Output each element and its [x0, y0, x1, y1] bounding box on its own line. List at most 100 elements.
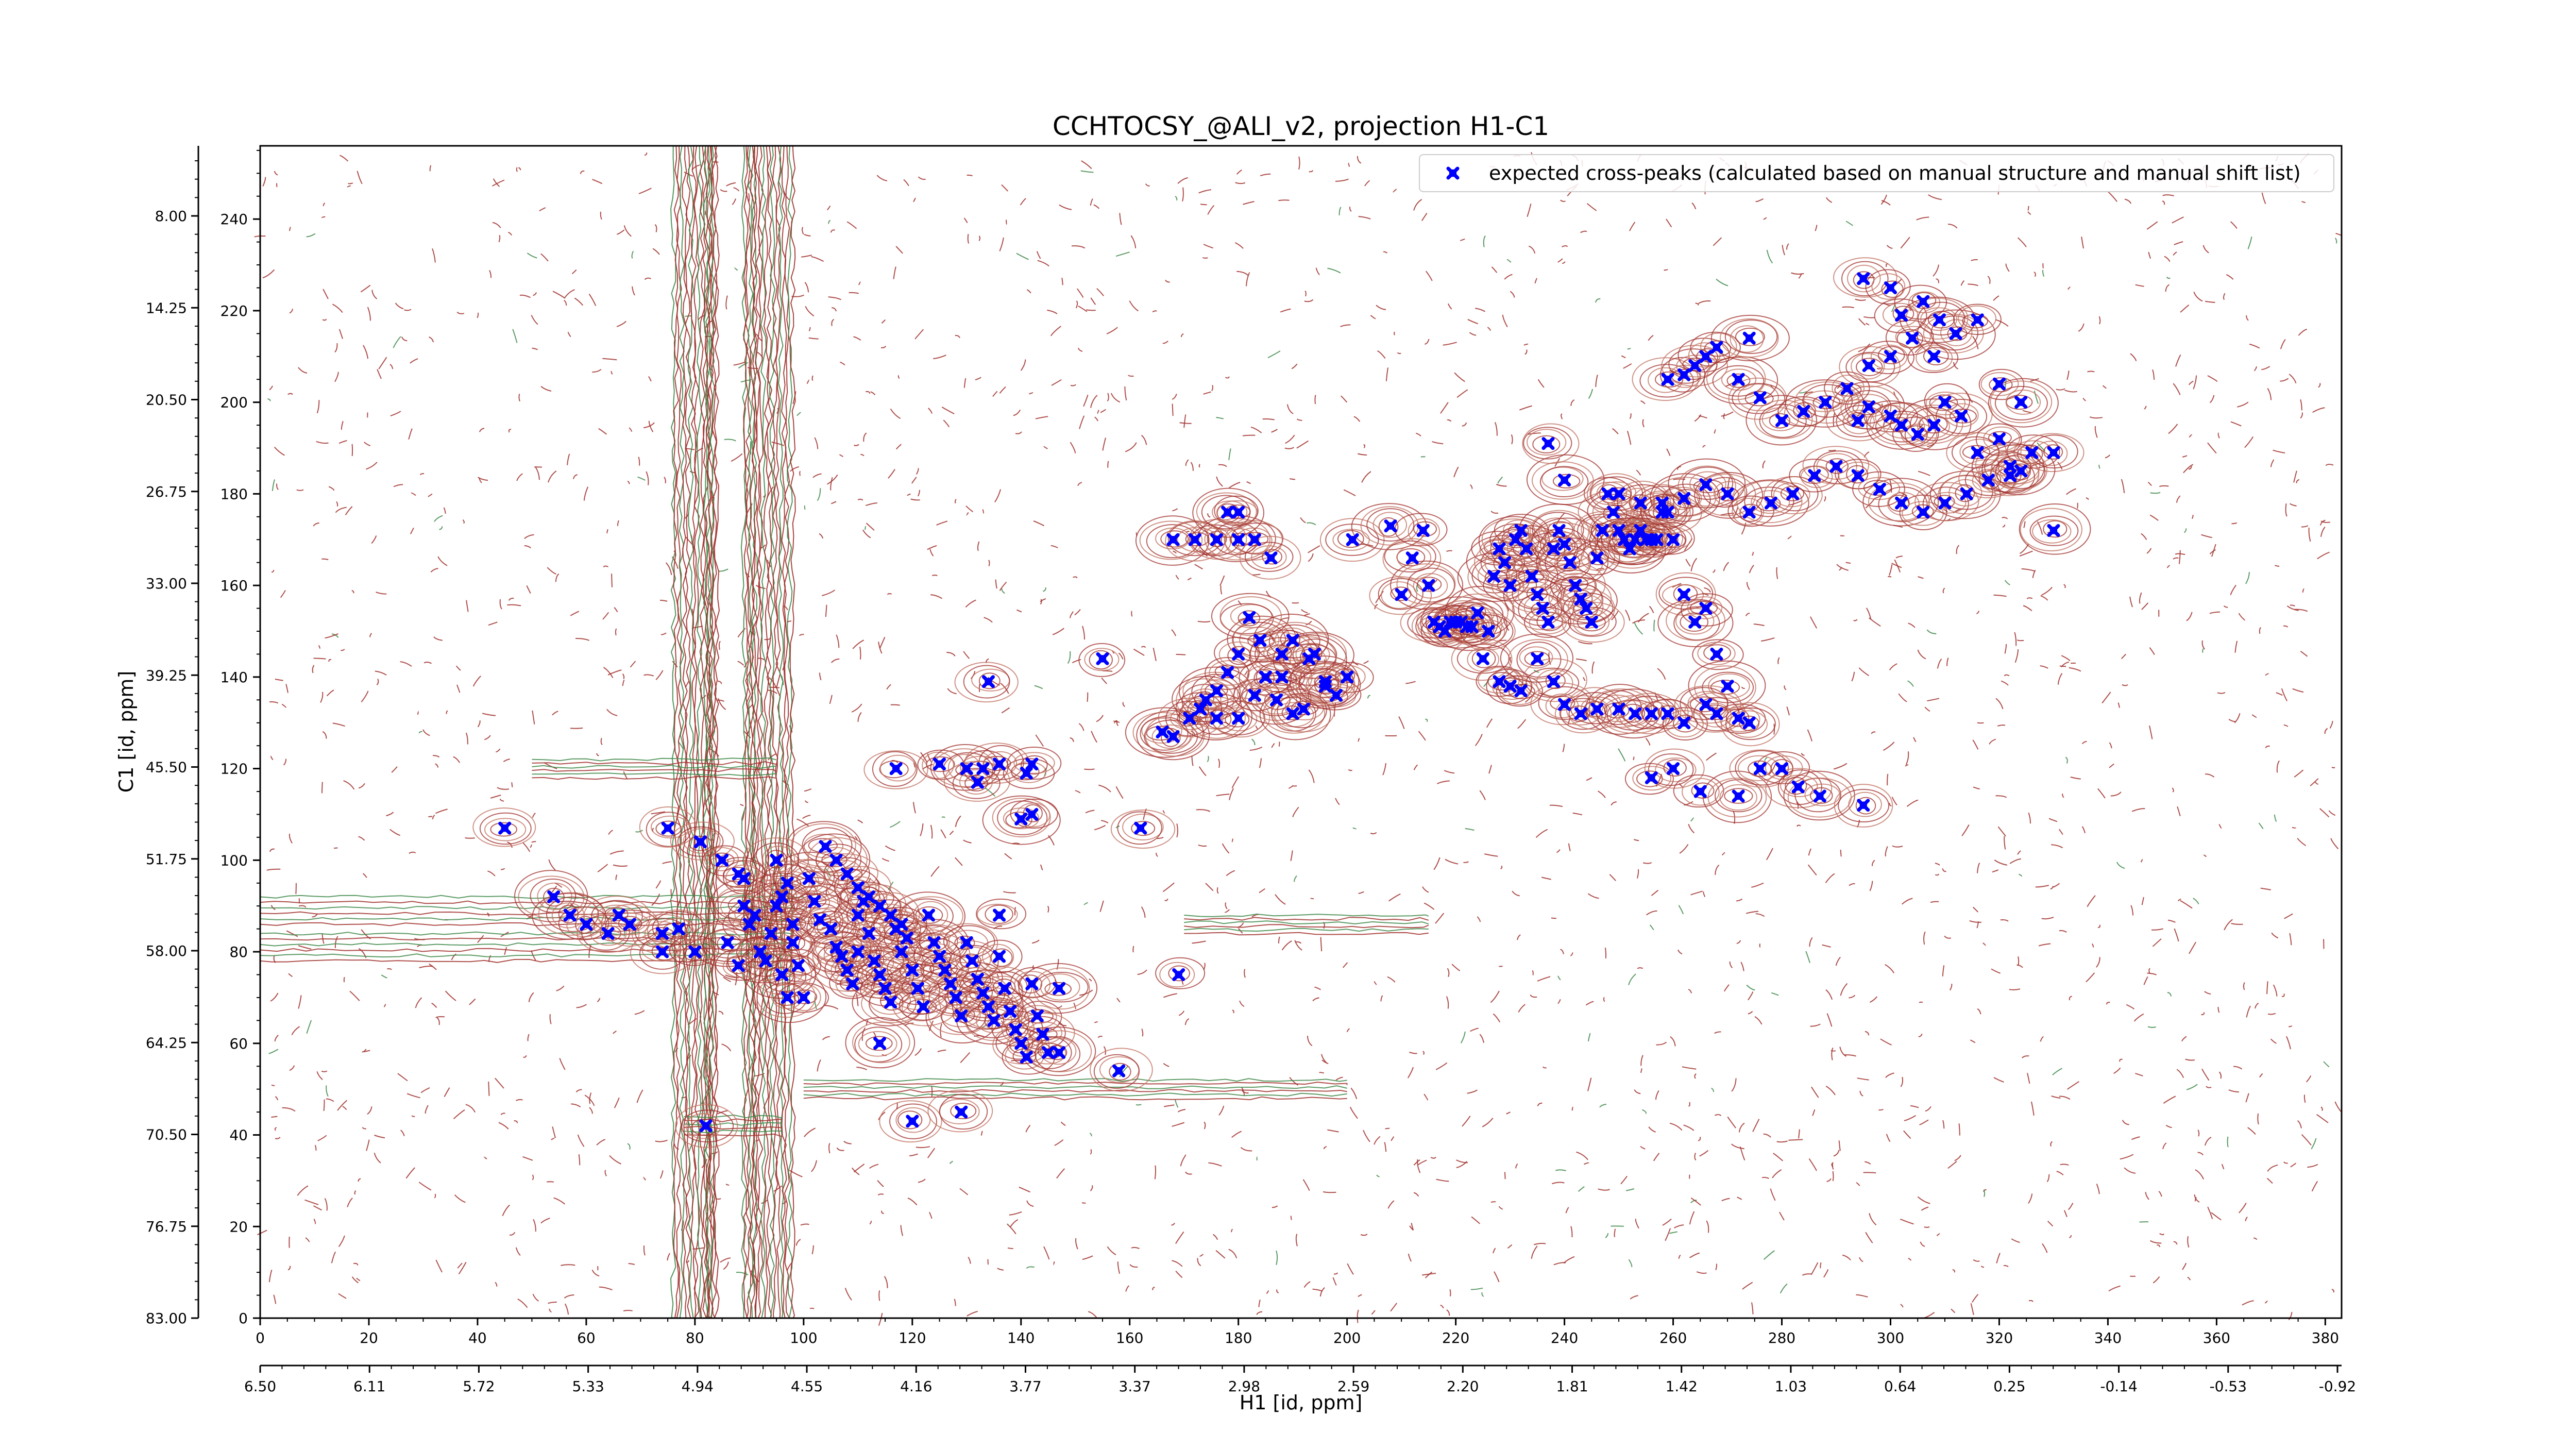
noise-contour — [570, 611, 580, 616]
cross-peak-marker-core — [697, 838, 704, 846]
peak-contour — [743, 950, 817, 999]
noise-contour — [393, 336, 401, 348]
peak-contour — [1770, 759, 1793, 778]
noise-contour — [1887, 773, 1889, 786]
noise-contour — [606, 709, 618, 716]
noise-contour — [1007, 1247, 1014, 1249]
noise-contour — [959, 1188, 969, 1195]
chart-title: CCHTOCSY_@ALI_v2, projection H1-C1 — [1053, 111, 1549, 141]
noise-contour — [443, 507, 446, 514]
noise-contour — [1043, 446, 1048, 449]
noise-contour — [1308, 553, 1314, 562]
peak-contour — [1703, 644, 1732, 662]
noise-contour — [1595, 298, 1601, 303]
noise-contour — [2164, 256, 2171, 262]
peak-contour — [1018, 963, 1098, 1014]
noise-contour — [725, 1183, 730, 1186]
noise-contour — [1951, 1308, 1956, 1313]
noise-contour — [2294, 609, 2308, 612]
cross-peak-marker-core — [1691, 362, 1699, 369]
noise-contour — [1433, 857, 1440, 870]
peak-contour — [1369, 576, 1432, 615]
noise-contour — [1073, 576, 1078, 579]
noise-contour — [2178, 550, 2181, 564]
noise-contour — [2182, 1262, 2187, 1270]
peak-contour — [869, 986, 917, 1021]
noise-contour — [2221, 1164, 2225, 1170]
noise-contour — [1731, 1143, 1744, 1150]
noise-contour — [1116, 998, 1121, 1003]
noise-contour — [1388, 893, 1401, 902]
peak-contour — [1314, 676, 1339, 695]
cross-peak-marker-core — [870, 957, 878, 965]
noise-contour — [492, 222, 501, 228]
noise-contour — [828, 296, 841, 300]
noise-contour — [431, 1003, 437, 1008]
noise-contour — [1543, 1066, 1547, 1069]
noise-contour — [428, 816, 433, 818]
peak-contour — [1561, 576, 1589, 592]
noise-contour — [1533, 669, 1539, 673]
cross-peak-marker-core — [1561, 540, 1568, 548]
peak-contour — [1731, 479, 1809, 527]
peak-contour — [895, 1107, 931, 1133]
peak-contour — [2020, 433, 2084, 473]
peak-contour — [756, 975, 816, 1018]
noise-contour — [331, 633, 339, 638]
noise-contour — [2082, 398, 2086, 401]
noise-contour — [405, 1167, 415, 1179]
noise-contour — [1919, 1001, 1923, 1003]
horizontal-band-contour — [684, 1130, 782, 1134]
noise-contour — [2009, 988, 2021, 990]
noise-contour — [1603, 997, 1605, 1002]
noise-contour — [2254, 366, 2258, 372]
peak-contour — [1624, 763, 1674, 795]
noise-contour — [1766, 249, 1773, 264]
noise-contour — [2265, 673, 2269, 676]
cross-peak-marker-core — [985, 678, 992, 685]
noise-contour — [1477, 916, 1481, 922]
horizontal-band-contour — [1184, 913, 1429, 917]
noise-contour — [425, 1105, 429, 1114]
noise-contour — [1791, 272, 1804, 275]
noise-contour — [1070, 442, 1076, 453]
noise-contour — [966, 512, 969, 516]
noise-contour — [2276, 692, 2283, 696]
peak-contour — [1451, 637, 1513, 681]
noise-contour — [2201, 1012, 2205, 1016]
cross-peak-marker-core — [1321, 682, 1329, 690]
noise-contour — [1865, 1232, 1873, 1243]
noise-contour — [648, 420, 654, 432]
noise-contour — [1078, 723, 1084, 731]
peak-contour — [1983, 426, 2020, 451]
noise-contour — [326, 1085, 329, 1097]
cross-peak-marker-core — [1789, 490, 1797, 498]
cross-peak-marker-core — [1522, 545, 1530, 553]
noise-contour — [2289, 374, 2297, 384]
noise-contour — [674, 1048, 679, 1053]
peak-contour — [1621, 487, 1655, 515]
noise-contour — [1304, 299, 1314, 302]
peak-contour — [1170, 707, 1209, 730]
noise-contour — [2067, 1081, 2079, 1090]
noise-contour — [1019, 1186, 1030, 1193]
noise-contour — [2218, 1071, 2222, 1079]
noise-contour — [1077, 482, 1082, 486]
noise-contour — [717, 699, 724, 702]
noise-contour — [2300, 650, 2308, 657]
noise-contour — [1669, 1231, 1677, 1234]
noise-contour — [1358, 891, 1364, 894]
peak-contour — [1736, 480, 1803, 524]
peak-contour — [1710, 314, 1790, 362]
vertical-band-contour — [769, 145, 775, 1319]
noise-contour — [351, 444, 353, 457]
noise-contour — [2197, 1152, 2204, 1156]
peak-contour — [1988, 378, 2059, 428]
cross-peak-marker-core — [1234, 508, 1242, 516]
cross-peak-marker-core — [1137, 824, 1145, 832]
noise-contour — [1917, 1196, 1930, 1204]
cross-peak-marker-core — [1930, 421, 1938, 429]
peak-contour — [1725, 707, 1776, 740]
legend-box — [1419, 154, 2334, 192]
